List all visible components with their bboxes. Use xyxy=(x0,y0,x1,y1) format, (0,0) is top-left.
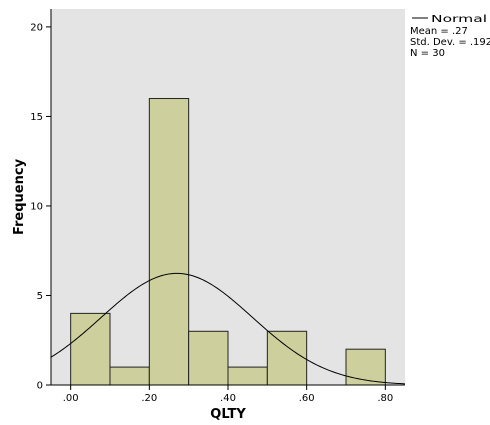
y-tick-label: 15 xyxy=(30,112,43,123)
x-tick-label: .20 xyxy=(141,393,157,404)
legend-n: N = 30 xyxy=(410,48,445,59)
histogram-bar xyxy=(148,98,190,386)
bars-layer xyxy=(70,98,386,386)
histogram-bar xyxy=(188,330,229,386)
histogram-bar xyxy=(70,312,111,386)
legend: Normal Mean = .27 Std. Dev. = .192 N = 3… xyxy=(410,14,490,59)
x-tick-label: .60 xyxy=(299,393,315,404)
y-tick-label: 0 xyxy=(37,381,43,392)
legend-mean: Mean = .27 xyxy=(410,26,468,37)
histogram-bar xyxy=(227,366,268,386)
x-axis-title: QLTY xyxy=(210,407,246,422)
ticks-layer: 0 5 10 15 20 .00 .20 .40 .60 .80 xyxy=(30,22,393,404)
x-tick-label: .40 xyxy=(220,393,236,404)
histogram-bar xyxy=(109,366,150,386)
legend-std-dev: Std. Dev. = .192 xyxy=(410,37,490,48)
x-tick-label: .80 xyxy=(377,393,393,404)
y-tick-label: 10 xyxy=(30,201,43,212)
x-tick-label: .00 xyxy=(63,393,79,404)
legend-series-label: Normal xyxy=(431,14,487,25)
y-tick-label: 20 xyxy=(30,22,43,33)
normal-curve xyxy=(50,272,406,385)
y-axis-title: Frequency xyxy=(12,158,27,235)
y-tick-label: 5 xyxy=(37,291,43,302)
histogram-bar xyxy=(266,330,308,386)
